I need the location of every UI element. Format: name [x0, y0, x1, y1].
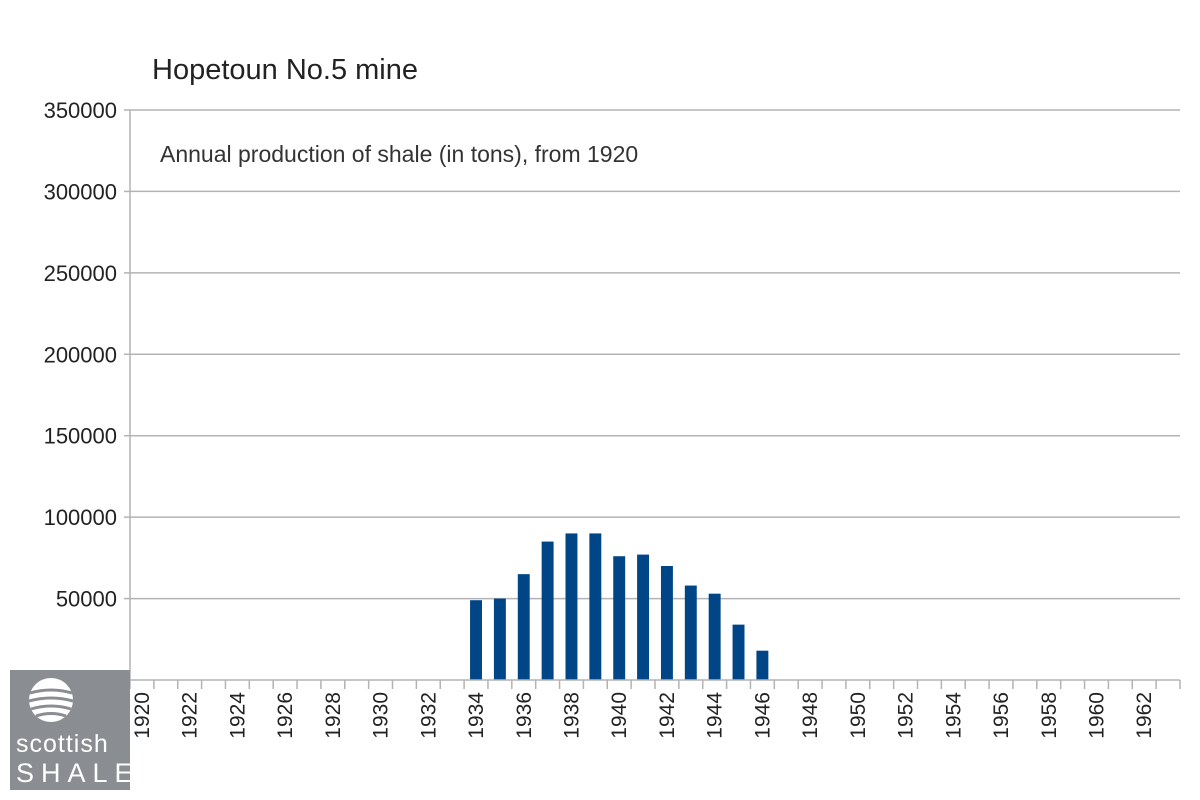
x-tick-label: 1922	[179, 692, 202, 739]
x-tick-label: 1948	[799, 692, 822, 739]
y-tick-label: 300000	[44, 179, 117, 204]
x-tick-label: 1932	[417, 692, 440, 739]
tick-labels: 0500001000001500002000002500003000003500…	[44, 98, 1157, 739]
x-tick-label: 1954	[942, 692, 965, 739]
globe-icon	[28, 678, 74, 722]
bar-1943	[684, 585, 697, 680]
bar-1939	[589, 533, 602, 680]
logo-text-shale: SHALE	[16, 758, 140, 788]
chart-title: Hopetoun No.5 mine	[152, 54, 418, 86]
x-tick-label: 1940	[608, 692, 631, 739]
bar-1937	[541, 541, 554, 680]
x-tick-label: 1958	[1038, 692, 1061, 739]
x-tick-label: 1920	[131, 692, 154, 739]
y-tick-label: 250000	[44, 261, 117, 286]
x-tick-label: 1946	[751, 692, 774, 739]
x-tick-label: 1962	[1133, 692, 1156, 739]
bar-1944	[708, 593, 721, 680]
x-tick-label: 1926	[274, 692, 297, 739]
x-tick-label: 1960	[1085, 692, 1108, 739]
logo-text-scottish: scottish	[16, 730, 109, 758]
bar-1936	[517, 574, 530, 680]
x-tick-label: 1924	[226, 692, 249, 739]
x-tick-label: 1936	[513, 692, 536, 739]
x-tick-label: 1938	[560, 692, 583, 739]
y-tick-label: 100000	[44, 505, 117, 530]
x-tick-label: 1944	[704, 692, 727, 739]
y-tick-label: 350000	[44, 98, 117, 123]
y-tick-label: 150000	[44, 424, 117, 449]
x-tick-label: 1950	[847, 692, 870, 739]
x-tick-label: 1930	[370, 692, 393, 739]
y-tick-label: 50000	[56, 587, 117, 612]
x-tick-label: 1952	[895, 692, 918, 739]
x-tick-label: 1928	[322, 692, 345, 739]
bar-1938	[565, 533, 578, 680]
bar-1940	[613, 556, 626, 680]
x-tick-label: 1956	[990, 692, 1013, 739]
scottish-shale-logo: scottish SHALE	[10, 670, 133, 790]
axes	[129, 110, 1181, 689]
bars	[470, 533, 769, 680]
y-tick-label: 200000	[44, 342, 117, 367]
bar-1946	[756, 650, 769, 680]
gridlines	[124, 109, 1180, 681]
bar-1935	[493, 598, 506, 680]
bar-1942	[660, 566, 673, 680]
bar-1945	[732, 624, 745, 680]
x-tick-label: 1942	[656, 692, 679, 739]
x-tick-label: 1934	[465, 692, 488, 739]
bar-1941	[637, 554, 650, 680]
chart-subtitle: Annual production of shale (in tons), fr…	[160, 141, 638, 167]
bar-1934	[470, 600, 482, 680]
